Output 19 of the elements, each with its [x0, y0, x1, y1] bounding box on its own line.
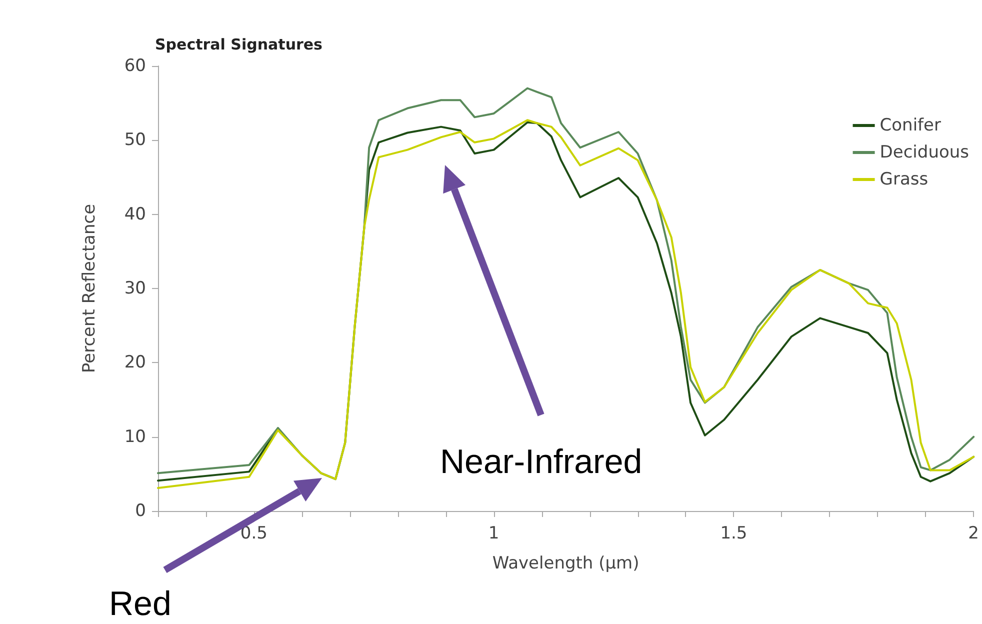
y-tick-label: 20: [124, 352, 146, 373]
y-tick-label: 50: [124, 130, 146, 150]
chart-title: Spectral Signatures: [155, 36, 323, 54]
legend-label: Grass: [880, 170, 928, 190]
x-tick-label: 0.5: [240, 524, 268, 544]
y-tick-label: 30: [124, 278, 146, 298]
y-tick-label: 40: [124, 204, 146, 224]
x-axis-title: Wavelength (µm): [492, 554, 640, 574]
y-tick-label: 0: [135, 501, 146, 521]
x-tick-label: 1: [488, 524, 500, 544]
legend-label: Deciduous: [880, 142, 970, 162]
y-tick-label: 10: [124, 426, 146, 447]
x-tick-label: 1.5: [720, 524, 748, 544]
text: Red: [109, 585, 172, 623]
annotation: Near-Infrared: [440, 443, 642, 481]
y-axis-title: Percent Reflectance: [80, 204, 100, 374]
legend-label: Conifer: [880, 116, 941, 136]
x-tick-label: 2: [968, 524, 980, 544]
y-tick-label: 60: [124, 56, 146, 76]
